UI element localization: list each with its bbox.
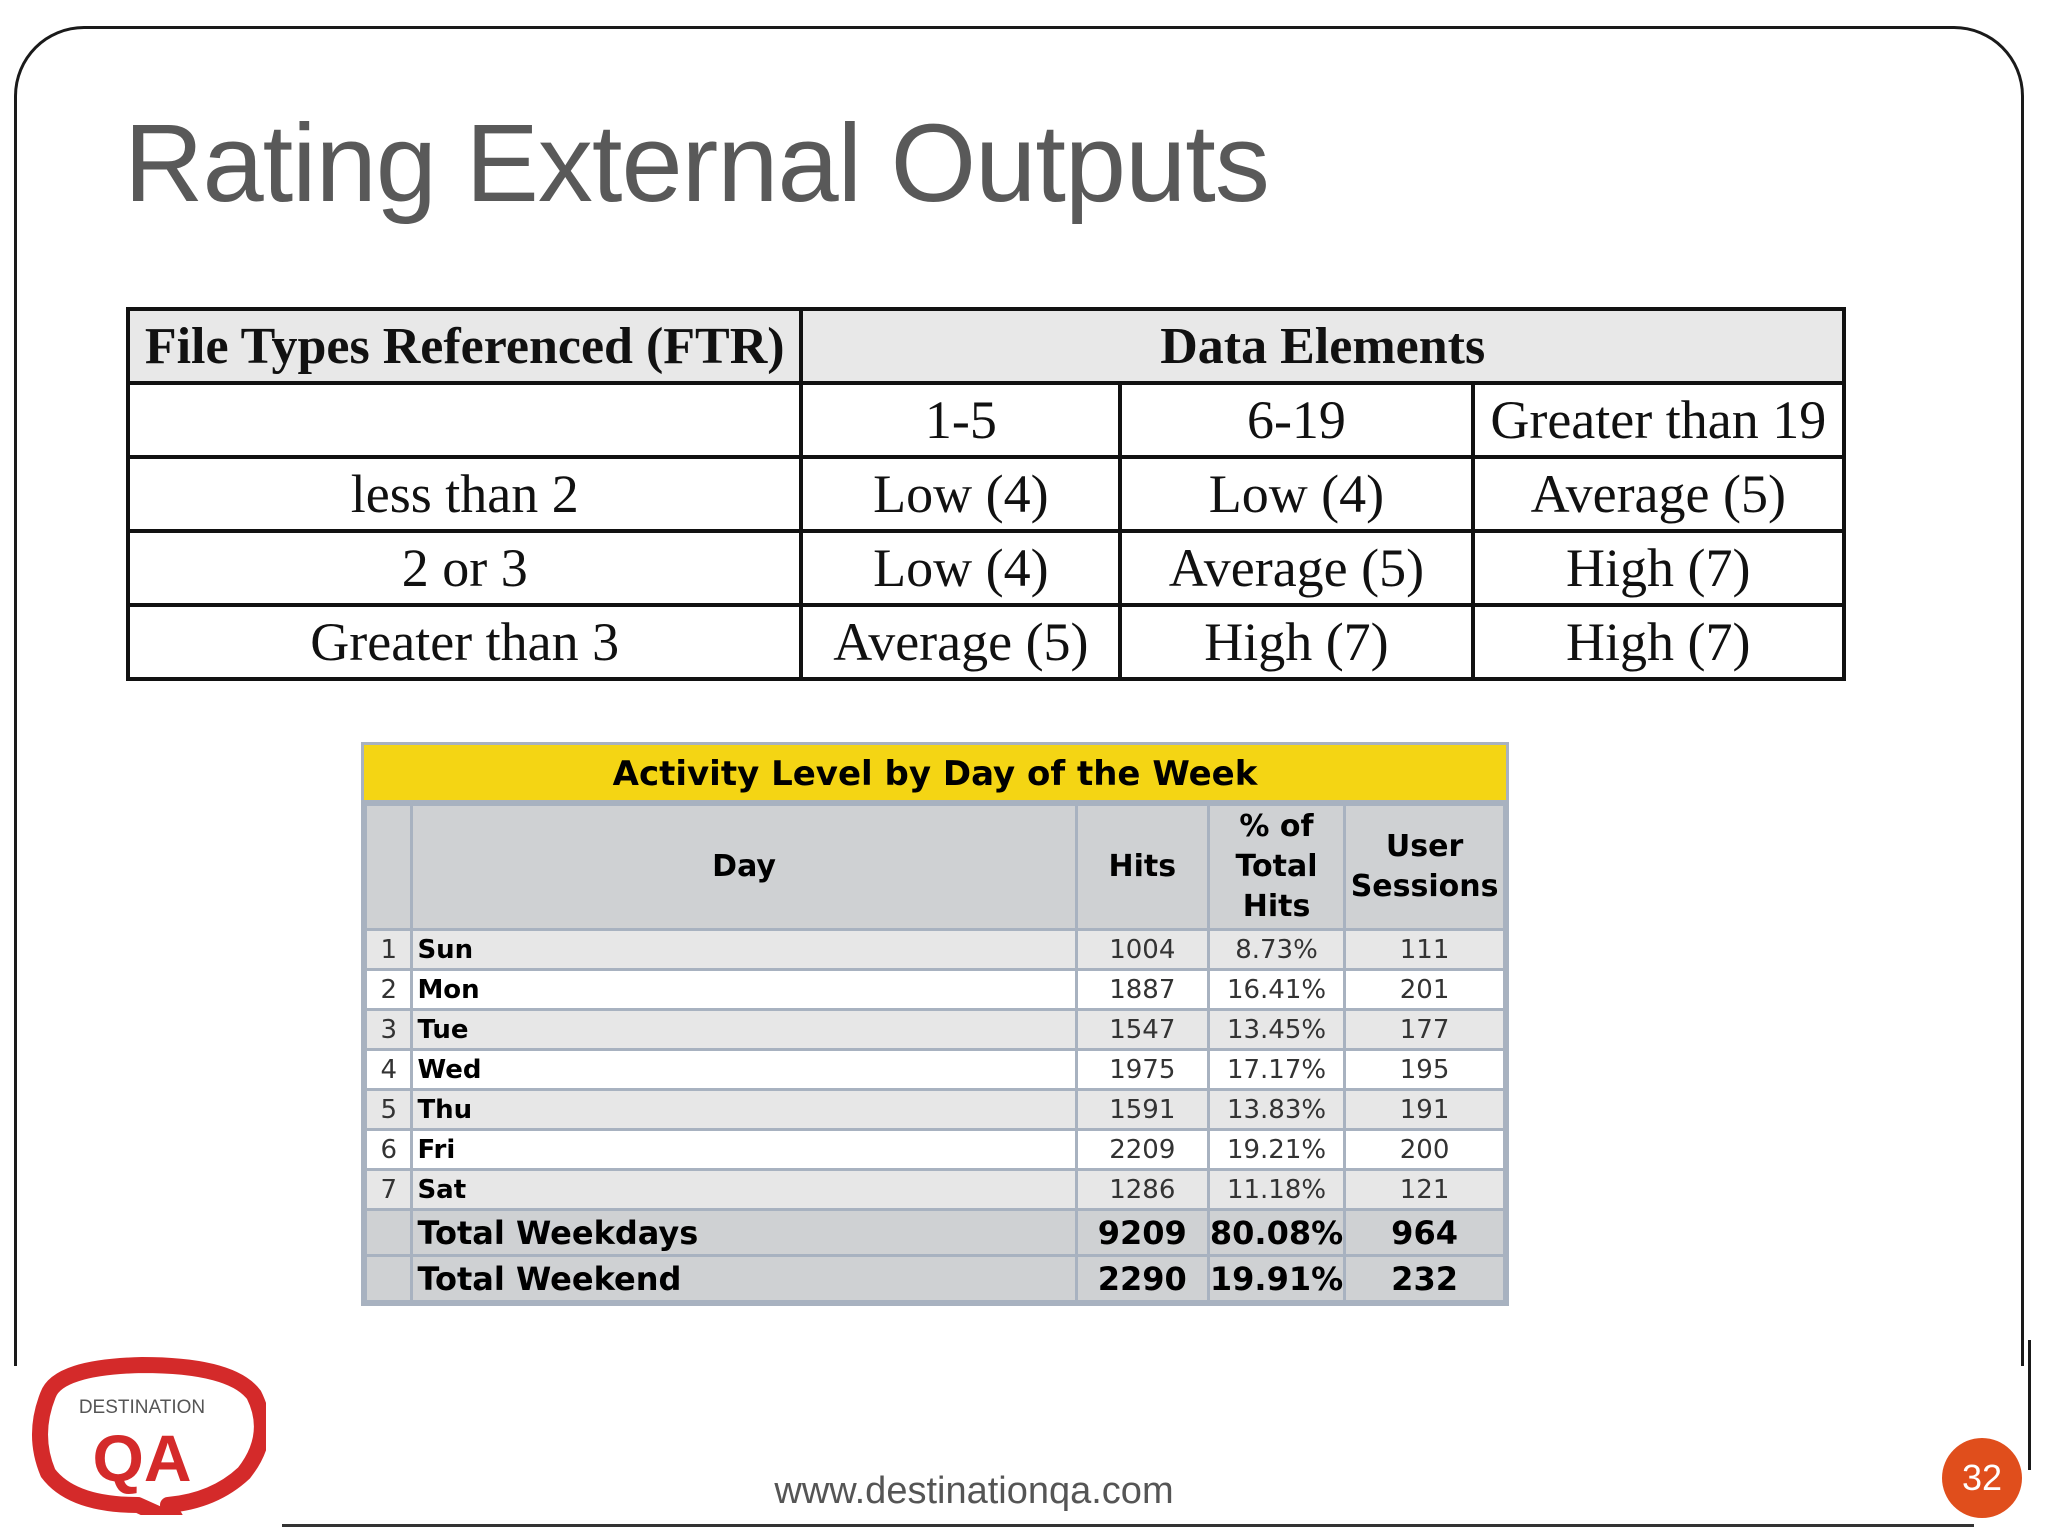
table-row: 7 Sat 1286 11.18% 121 [363, 1168, 1506, 1211]
ftr-cell: Low (4) [799, 529, 1123, 607]
ftr-cell: High (7) [1470, 603, 1847, 681]
logo-ring [32, 1357, 266, 1515]
percent-cell: 80.08% [1206, 1208, 1347, 1257]
table-row: 1 Sun 1004 8.73% 111 [363, 928, 1506, 971]
destination-qa-logo: DESTINATION QA [32, 1357, 266, 1515]
total-row: Total Weekend 2290 19.91% 232 [363, 1254, 1506, 1303]
rank-cell: 5 [363, 1088, 414, 1131]
ftr-cell: Average (5) [1470, 455, 1847, 533]
footer-divider [282, 1524, 1974, 1527]
activity-column-header [363, 803, 414, 931]
activity-table: Day Hits % of Total Hits User Sessions 1… [363, 803, 1506, 1303]
percent-cell: 8.73% [1206, 928, 1347, 971]
sessions-cell: 964 [1343, 1208, 1506, 1257]
table-row: 5 Thu 1591 13.83% 191 [363, 1088, 1506, 1131]
activity-column-header: Day [410, 803, 1078, 931]
rank-cell: 2 [363, 968, 414, 1011]
rank-cell: 6 [363, 1128, 414, 1171]
data-elements-header-cell: Data Elements [799, 307, 1846, 385]
ftr-row: 2 or 3 Low (4) Average (5) High (7) [125, 529, 1847, 607]
logo-text-destination: DESTINATION [79, 1397, 205, 1418]
ftr-row: Greater than 3 Average (5) High (7) High… [125, 603, 1847, 681]
ftr-cell: 2 or 3 [125, 529, 804, 607]
rank-cell [363, 1208, 414, 1257]
percent-cell: 13.83% [1206, 1088, 1347, 1131]
table-row: 3 Tue 1547 13.45% 177 [363, 1008, 1506, 1051]
day-cell: Sat [410, 1168, 1078, 1211]
table-row: 2 Mon 1887 16.41% 201 [363, 968, 1506, 1011]
percent-cell: 16.41% [1206, 968, 1347, 1011]
rank-cell: 3 [363, 1008, 414, 1051]
ftr-cell: High (7) [1470, 529, 1847, 607]
ftr-cell: High (7) [1118, 603, 1475, 681]
logo-text-qa: QA [93, 1421, 192, 1495]
sessions-cell: 232 [1343, 1254, 1506, 1303]
percent-cell: 17.17% [1206, 1048, 1347, 1091]
ftr-row: less than 2 Low (4) Low (4) Average (5) [125, 455, 1847, 533]
percent-cell: 13.45% [1206, 1008, 1347, 1051]
total-row: Total Weekdays 9209 80.08% 964 [363, 1208, 1506, 1257]
day-cell: Sun [410, 928, 1078, 971]
page-title: Rating External Outputs [124, 102, 1270, 225]
activity-header-row: Day Hits % of Total Hits User Sessions [363, 803, 1506, 931]
table-row: 4 Wed 1975 17.17% 195 [363, 1048, 1506, 1091]
sessions-cell: 177 [1343, 1008, 1506, 1051]
ftr-cell: Low (4) [1118, 455, 1475, 533]
activity-column-header: User Sessions [1343, 803, 1506, 931]
sessions-cell: 195 [1343, 1048, 1506, 1091]
day-cell: Thu [410, 1088, 1078, 1131]
hits-cell: 1004 [1074, 928, 1210, 971]
hits-cell: 2209 [1074, 1128, 1210, 1171]
day-cell: Fri [410, 1128, 1078, 1171]
rank-cell: 4 [363, 1048, 414, 1091]
total-label-cell: Total Weekdays [410, 1208, 1078, 1257]
table-row: 6 Fri 2209 19.21% 200 [363, 1128, 1506, 1171]
sessions-cell: 121 [1343, 1168, 1506, 1211]
hits-cell: 1887 [1074, 968, 1210, 1011]
hits-cell: 1286 [1074, 1168, 1210, 1211]
ftr-subheader-row: 1-5 6-19 Greater than 19 [125, 381, 1847, 459]
activity-table-image: Activity Level by Day of the Week Day Hi… [361, 742, 1509, 1306]
percent-cell: 11.18% [1206, 1168, 1347, 1211]
footer-url: www.destinationqa.com [774, 1470, 1174, 1512]
ftr-cell: Greater than 3 [125, 603, 804, 681]
hits-cell: 2290 [1074, 1254, 1210, 1303]
percent-cell: 19.21% [1206, 1128, 1347, 1171]
page-number-badge: 32 [1942, 1438, 2022, 1518]
rank-cell [363, 1254, 414, 1303]
sessions-cell: 111 [1343, 928, 1506, 971]
ftr-header-row: File Types Referenced (FTR) Data Element… [125, 307, 1846, 385]
ftr-cell: Average (5) [799, 603, 1123, 681]
percent-cell: 19.91% [1206, 1254, 1347, 1303]
slide-frame [14, 26, 2024, 1366]
ftr-cell: less than 2 [125, 455, 804, 533]
day-cell: Mon [410, 968, 1078, 1011]
sessions-cell: 200 [1343, 1128, 1506, 1171]
rank-cell: 1 [363, 928, 414, 971]
slide-frame-edge [2028, 1340, 2031, 1470]
ftr-rating-table: File Types Referenced (FTR) Data Element… [125, 307, 1847, 681]
footer-url-container: www.destinationqa.com [0, 1470, 2048, 1513]
rank-cell: 7 [363, 1168, 414, 1211]
ftr-cell: Low (4) [799, 455, 1123, 533]
hits-cell: 1591 [1074, 1088, 1210, 1131]
ftr-subheader-cell: 6-19 [1118, 381, 1475, 459]
total-label-cell: Total Weekend [410, 1254, 1078, 1303]
sessions-cell: 191 [1343, 1088, 1506, 1131]
ftr-header-cell: File Types Referenced (FTR) [125, 307, 804, 385]
ftr-subheader-cell [125, 381, 804, 459]
hits-cell: 1547 [1074, 1008, 1210, 1051]
ftr-cell: Average (5) [1118, 529, 1475, 607]
activity-column-header: % of Total Hits [1206, 803, 1347, 931]
activity-table-title: Activity Level by Day of the Week [364, 745, 1506, 803]
hits-cell: 1975 [1074, 1048, 1210, 1091]
activity-column-header: Hits [1074, 803, 1210, 931]
ftr-subheader-cell: Greater than 19 [1470, 381, 1847, 459]
day-cell: Wed [410, 1048, 1078, 1091]
ftr-subheader-cell: 1-5 [799, 381, 1123, 459]
day-cell: Tue [410, 1008, 1078, 1051]
sessions-cell: 201 [1343, 968, 1506, 1011]
hits-cell: 9209 [1074, 1208, 1210, 1257]
